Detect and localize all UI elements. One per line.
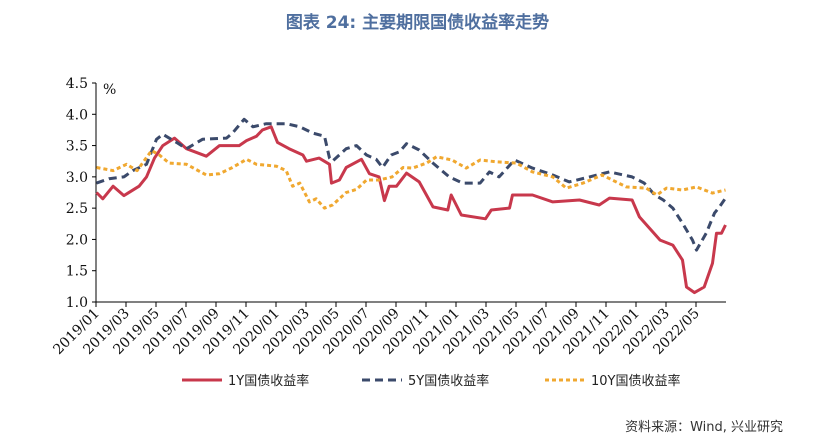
- chart-title: 图表 24: 主要期限国债收益率走势: [285, 13, 550, 33]
- source-note: 资料来源：Wind, 兴业研究: [625, 420, 783, 435]
- series-line-1: [96, 117, 727, 252]
- y-tick-label: 1.0: [66, 295, 88, 311]
- legend-label: 5Y国债收益率: [408, 373, 489, 389]
- series-line-2: [96, 149, 726, 210]
- y-tick-label: 4.0: [66, 107, 88, 123]
- legend-label: 10Y国债收益率: [591, 373, 680, 389]
- series-line-0: [95, 125, 727, 295]
- y-tick-label: 2.0: [66, 232, 88, 248]
- legend-label: 1Y国债收益率: [228, 373, 309, 389]
- y-tick-label: 3.0: [66, 170, 88, 186]
- y-tick-label: 1.5: [66, 264, 88, 280]
- y-tick-label: 2.5: [66, 201, 88, 217]
- y-tick-label: 3.5: [66, 139, 88, 155]
- y-axis-unit: %: [103, 82, 116, 98]
- y-tick-label: 4.5: [66, 76, 88, 92]
